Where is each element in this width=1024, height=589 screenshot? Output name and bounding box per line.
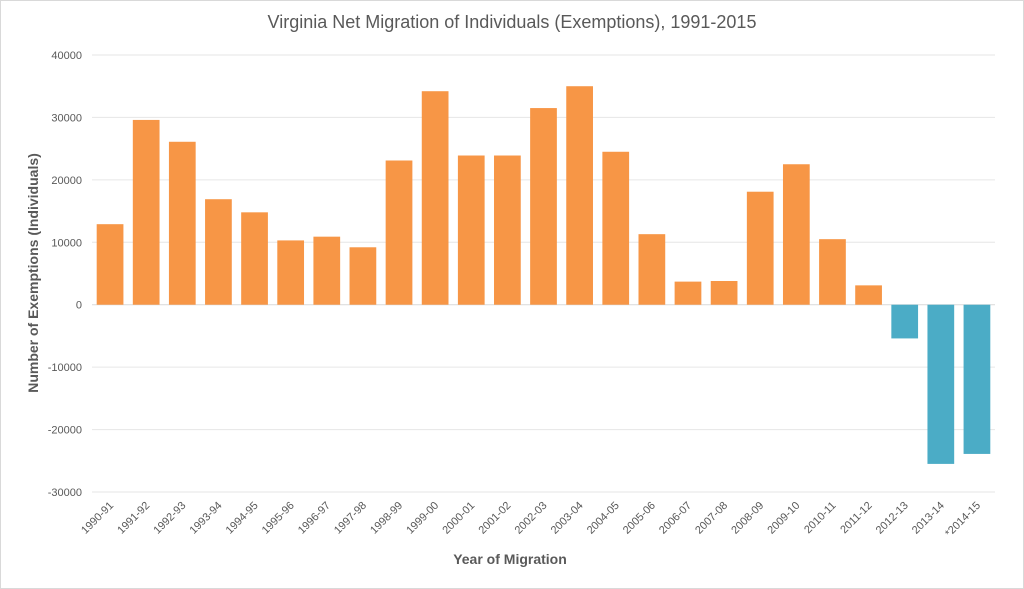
bar-2013-14 xyxy=(927,304,955,464)
bar-2014-15 xyxy=(963,304,991,454)
y-axis-ticks: 40000 30000 20000 10000 0 -10000 -20000 -30000 xyxy=(48,50,82,499)
x-tick-label: 2007-08 xyxy=(693,500,730,537)
bar-2006-07 xyxy=(674,281,702,305)
bar-1990-91 xyxy=(96,224,124,305)
bar-2003-04 xyxy=(566,86,593,305)
x-axis-title: Year of Migration xyxy=(453,551,567,567)
x-tick-label: 1999-00 xyxy=(404,500,441,537)
x-tick-label: 1997-98 xyxy=(332,500,369,537)
x-tick-label: 1994-95 xyxy=(224,500,261,537)
bar-2002-03 xyxy=(530,108,557,305)
y-tick-label: 0 xyxy=(76,300,82,312)
bars xyxy=(96,86,991,464)
x-tick-label: 2012-13 xyxy=(874,500,911,537)
x-tick-label: 2000-01 xyxy=(440,500,477,537)
x-tick-label: 2001-02 xyxy=(476,500,513,537)
x-tick-label: 1992-93 xyxy=(151,500,188,537)
x-tick-label: 1995-96 xyxy=(260,500,297,537)
x-tick-label: 1993-94 xyxy=(188,500,225,537)
x-tick-label: 2008-09 xyxy=(729,500,766,537)
y-axis-title: Number of Exemptions (Individuals) xyxy=(25,153,41,393)
y-tick-label: -20000 xyxy=(48,425,82,437)
bar-2008-09 xyxy=(746,191,774,305)
y-tick-label: 20000 xyxy=(51,175,82,187)
bar-1995-96 xyxy=(277,240,305,305)
bar-2004-05 xyxy=(602,151,630,305)
x-tick-label: 1996-97 xyxy=(296,500,333,537)
bar-2007-08 xyxy=(710,280,738,305)
x-tick-label: 2006-07 xyxy=(657,500,694,537)
x-tick-label: 1990-91 xyxy=(79,500,116,537)
x-tick-label: 1991-92 xyxy=(115,500,152,537)
bar-1999-00 xyxy=(421,91,449,305)
y-tick-label: 40000 xyxy=(51,50,82,62)
bar-1993-94 xyxy=(205,199,232,305)
x-tick-label: 2005-06 xyxy=(621,500,658,537)
bar-1998-99 xyxy=(385,160,413,305)
x-tick-label: 2009-10 xyxy=(765,500,802,537)
x-tick-label: 2013-14 xyxy=(910,500,947,537)
chart-title: Virginia Net Migration of Individuals (E… xyxy=(268,12,757,32)
x-tick-label: 2010-11 xyxy=(802,500,838,536)
y-tick-label: 30000 xyxy=(51,112,82,124)
bar-2012-13 xyxy=(891,304,919,339)
bar-2010-11 xyxy=(819,239,846,305)
bar-1997-98 xyxy=(349,247,377,305)
y-tick-label: 10000 xyxy=(51,237,82,249)
y-tick-label: -10000 xyxy=(48,362,82,374)
bar-1994-95 xyxy=(241,212,268,305)
x-tick-label: 2002-03 xyxy=(513,500,550,537)
x-tick-label: 2011-12 xyxy=(838,500,874,536)
x-axis-ticks: 1990-91 1991-92 1992-93 1993-94 1994-95 1995-… xyxy=(79,500,983,540)
bar-2011-12 xyxy=(855,285,882,305)
bar-1992-93 xyxy=(168,141,196,305)
x-tick-label: 2003-04 xyxy=(549,500,586,537)
y-tick-label: -30000 xyxy=(48,487,82,499)
bar-2005-06 xyxy=(638,234,666,305)
bar-2009-10 xyxy=(782,164,810,305)
x-tick-label: *2014-15 xyxy=(943,500,983,540)
bar-1996-97 xyxy=(313,236,341,305)
x-tick-label: 2004-05 xyxy=(585,500,622,537)
bar-2001-02 xyxy=(494,155,521,305)
bar-2000-01 xyxy=(457,155,485,305)
x-tick-label: 1998-99 xyxy=(368,500,405,537)
bar-1991-92 xyxy=(132,119,160,305)
